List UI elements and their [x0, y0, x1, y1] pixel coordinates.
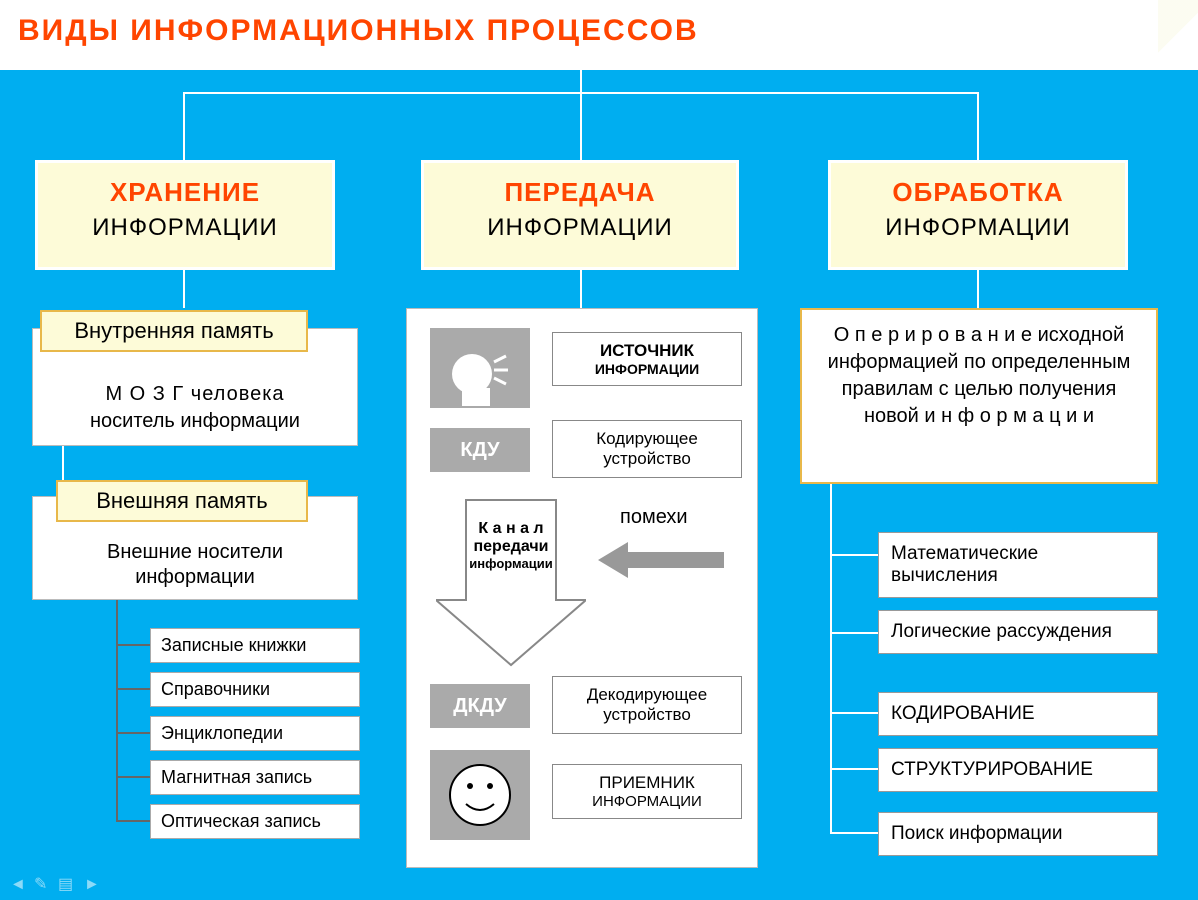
dec-l1: Декодирующее — [557, 685, 737, 705]
storage-item: Оптическая запись — [150, 804, 360, 839]
external-body-l1: Внешние носители — [33, 541, 357, 564]
decoder-box: Декодирующее устройство — [552, 676, 742, 734]
connector — [580, 70, 582, 92]
encoder-box: Кодирующее устройство — [552, 420, 742, 478]
process-item: Логические рассуждения — [878, 610, 1158, 654]
storage-title-blk: ИНФОРМАЦИИ — [38, 214, 332, 242]
nav-menu-icon[interactable]: ▤ — [58, 874, 73, 894]
connector — [116, 820, 150, 822]
slide-root: { "colors": { "accent_blue": "#00aef0", … — [0, 0, 1198, 900]
connector — [830, 554, 878, 556]
nav-prev-icon[interactable]: ◄ — [10, 876, 26, 894]
source-l1: ИСТОЧНИК — [557, 341, 737, 361]
header-bar: ВИДЫ ИНФОРМАЦИОННЫХ ПРОЦЕССОВ — [0, 0, 1198, 70]
storage-item: Записные книжки — [150, 628, 360, 663]
col-storage-header: ХРАНЕНИЕ ИНФОРМАЦИИ — [35, 160, 335, 270]
ch-l2: передачи — [452, 538, 570, 556]
connector — [830, 632, 878, 634]
dec-l2: устройство — [557, 705, 737, 725]
ch-l1: К а н а л — [452, 520, 570, 538]
receiver-box: ПРИЕМНИК ИНФОРМАЦИИ — [552, 764, 742, 819]
connector — [116, 688, 150, 690]
nav-pen-icon[interactable]: ✎ — [34, 874, 47, 894]
connector — [830, 484, 832, 834]
process-title-blk: ИНФОРМАЦИИ — [831, 214, 1125, 242]
channel-label: К а н а л передачи информации — [452, 520, 570, 571]
storage-item: Энциклопедии — [150, 716, 360, 751]
speaker-icon — [430, 328, 530, 408]
enc-l1: Кодирующее — [557, 429, 737, 449]
internal-body-l2: носитель информации — [33, 410, 357, 433]
connector — [830, 832, 878, 834]
connector — [580, 270, 582, 308]
connector — [830, 768, 878, 770]
process-item: КОДИРОВАНИЕ — [878, 692, 1158, 736]
external-mem-head: Внешняя память — [56, 480, 308, 522]
ch-l3: информации — [452, 556, 570, 571]
connector — [116, 732, 150, 734]
transfer-title-blk: ИНФОРМАЦИИ — [424, 214, 736, 242]
internal-mem-head: Внутренняя память — [40, 310, 308, 352]
connector — [977, 92, 979, 160]
source-box: ИСТОЧНИК ИНФОРМАЦИИ — [552, 332, 742, 386]
noise-arrow-icon — [598, 540, 728, 580]
corner-fold-icon — [1158, 0, 1198, 66]
process-item: СТРУКТУРИРОВАНИЕ — [878, 748, 1158, 792]
smiley-icon — [430, 750, 530, 840]
kdu-box: КДУ — [430, 428, 530, 472]
transfer-title-red: ПЕРЕДАЧА — [424, 177, 736, 208]
channel-arrow-icon — [436, 490, 586, 670]
process-item: Поиск информации — [878, 812, 1158, 856]
connector — [116, 776, 150, 778]
dkdu-box: ДКДУ — [430, 684, 530, 728]
nav-next-icon[interactable]: ► — [84, 876, 100, 894]
connector — [580, 92, 582, 160]
internal-body-l1: М О З Г человека — [33, 383, 357, 406]
connector — [977, 270, 979, 308]
storage-title-red: ХРАНЕНИЕ — [38, 177, 332, 208]
page-title: ВИДЫ ИНФОРМАЦИОННЫХ ПРОЦЕССОВ — [18, 14, 1180, 48]
col-process-header: ОБРАБОТКА ИНФОРМАЦИИ — [828, 160, 1128, 270]
col-transfer-header: ПЕРЕДАЧА ИНФОРМАЦИИ — [421, 160, 739, 270]
connector — [183, 92, 185, 160]
diagram-canvas: ХРАНЕНИЕ ИНФОРМАЦИИ ПЕРЕДАЧА ИНФОРМАЦИИ … — [0, 70, 1198, 900]
source-l2: ИНФОРМАЦИИ — [557, 361, 737, 377]
connector — [116, 600, 118, 822]
process-desc: О п е р и р о в а н и е исходной информа… — [818, 322, 1140, 430]
recv-l1: ПРИЕМНИК — [557, 773, 737, 793]
storage-item: Справочники — [150, 672, 360, 707]
recv-l2: ИНФОРМАЦИИ — [557, 793, 737, 810]
process-desc-box: О п е р и р о в а н и е исходной информа… — [800, 308, 1158, 484]
external-body-l2: информации — [33, 566, 357, 589]
process-item: Математические вычисления — [878, 532, 1158, 598]
connector — [830, 712, 878, 714]
enc-l2: устройство — [557, 449, 737, 469]
connector — [183, 270, 185, 308]
noise-label: помехи — [620, 506, 688, 529]
connector — [116, 644, 150, 646]
process-title-red: ОБРАБОТКА — [831, 177, 1125, 208]
storage-item: Магнитная запись — [150, 760, 360, 795]
